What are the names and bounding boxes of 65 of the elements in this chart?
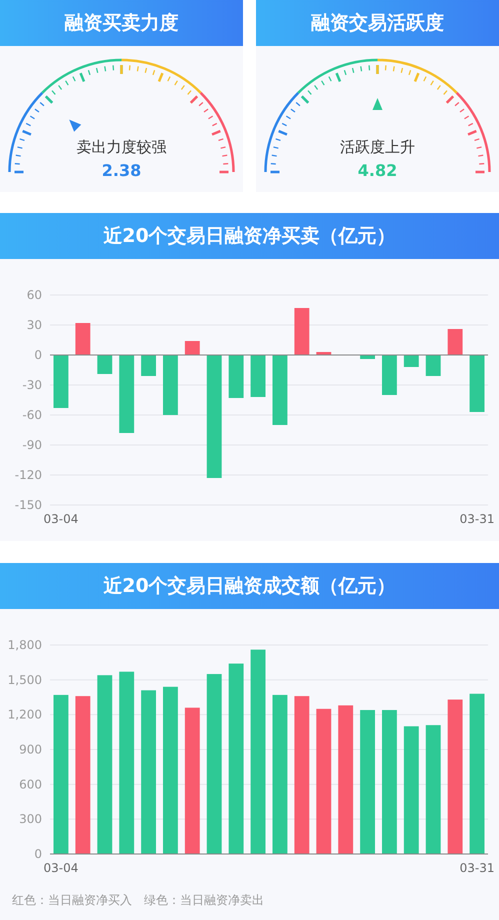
bar	[294, 308, 310, 355]
x-tick-label: 03-31	[460, 512, 494, 526]
bar	[119, 672, 134, 854]
chart-title: 近20个交易日融资成交额（亿元）	[0, 563, 499, 609]
y-tick-label: -60	[22, 408, 42, 422]
bar	[184, 708, 200, 854]
bar	[470, 355, 484, 412]
bar	[470, 694, 484, 854]
text: 卖出力度较强	[76, 138, 166, 156]
text: 4.82	[358, 161, 398, 180]
bar	[206, 355, 222, 478]
bar	[404, 726, 419, 854]
bar	[75, 323, 90, 355]
bar	[294, 696, 310, 854]
bar	[404, 355, 419, 367]
y-tick-label: -30	[22, 378, 42, 392]
y-tick-label: 60	[26, 288, 42, 302]
bar	[206, 674, 222, 854]
chart-title: 近20个交易日融资净买卖（亿元）	[0, 213, 499, 259]
y-tick-label: 30	[26, 318, 42, 332]
y-tick-label: 1,200	[8, 708, 42, 722]
bar	[382, 355, 397, 395]
bar	[163, 686, 178, 854]
bar	[163, 355, 178, 415]
bar	[97, 355, 112, 374]
x-tick-label: 03-04	[44, 861, 78, 875]
text: 2.38	[102, 161, 142, 180]
bar	[141, 690, 156, 854]
bar	[426, 725, 441, 854]
y-tick-label: -150	[14, 498, 42, 512]
bar	[228, 664, 244, 854]
text: 活跃度上升	[340, 138, 415, 156]
bar	[97, 675, 112, 854]
bar	[54, 355, 68, 408]
bar	[228, 355, 244, 398]
x-tick-label: 03-04	[44, 512, 78, 526]
bar	[184, 341, 200, 355]
bar	[272, 694, 288, 854]
y-tick-label: 1,500	[8, 672, 42, 687]
bar	[426, 355, 441, 376]
bar	[448, 700, 463, 854]
y-tick-label: 900	[19, 742, 42, 756]
bar	[141, 355, 156, 376]
text: 融资买卖力度	[0, 0, 243, 46]
bar	[316, 708, 332, 854]
y-tick-label: 300	[19, 812, 42, 826]
y-tick-label: 600	[19, 777, 42, 792]
x-tick-label: 03-31	[460, 861, 494, 875]
bar	[272, 355, 288, 425]
bar	[338, 705, 354, 854]
bar	[119, 355, 134, 433]
bar	[250, 650, 266, 854]
bar	[448, 329, 463, 355]
bar	[250, 355, 266, 397]
text: 融资交易活跃度	[256, 0, 499, 46]
y-tick-label: -90	[22, 438, 42, 452]
bar	[360, 710, 375, 854]
y-tick-label: -120	[14, 468, 42, 482]
text: 红色：当日融资净买入 绿色：当日融资净卖出	[12, 893, 264, 907]
bar	[54, 694, 68, 854]
y-tick-label: 0	[34, 348, 42, 362]
bar	[75, 696, 90, 854]
bar	[382, 710, 397, 854]
y-tick-label: 1,800	[8, 638, 42, 652]
y-tick-label: 0	[34, 847, 42, 861]
